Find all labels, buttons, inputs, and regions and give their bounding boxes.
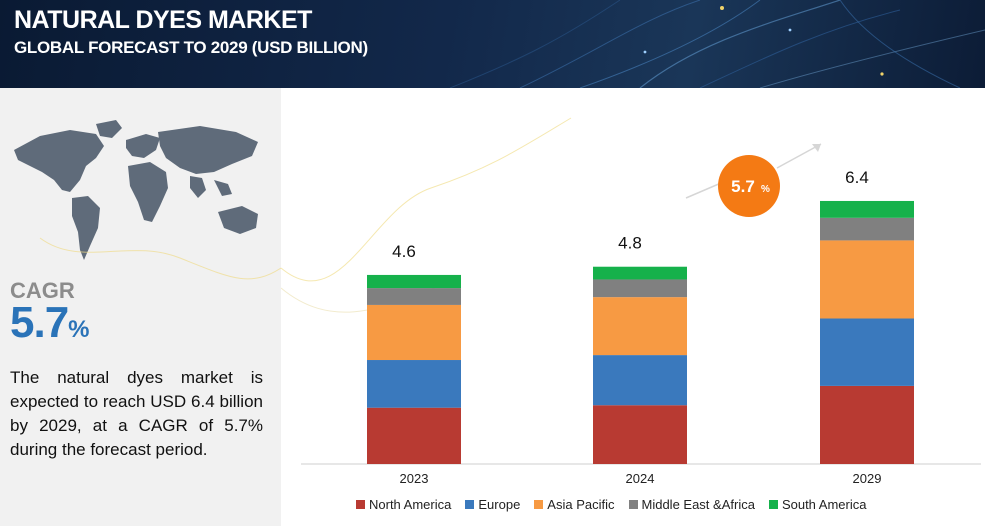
legend-label: South America [781, 497, 867, 512]
world-map-graphic [14, 120, 281, 280]
bar-segment-north-america-2024 [593, 405, 687, 464]
trend-line [685, 182, 722, 199]
x-tick-label-2023: 2023 [400, 471, 429, 486]
legend-label: Europe [478, 497, 521, 512]
bar-segment-asia-pacific-2029 [820, 240, 914, 319]
legend-swatch [465, 500, 475, 509]
bar-segment-north-america-2023 [367, 407, 461, 464]
cagr-badge-value: 5.7 [731, 177, 755, 196]
bar-segment-south-america-2023 [367, 274, 461, 289]
page-subtitle: GLOBAL FORECAST TO 2029 (USD BILLION) [14, 38, 368, 57]
page-title: NATURAL DYES MARKET [14, 6, 312, 34]
x-tick-label-2024: 2024 [626, 471, 655, 486]
cagr-badge-circle [718, 155, 780, 217]
cagr-value: 5.7% [10, 298, 90, 348]
chart-legend: North America Europe Asia Pacific Middle Ea… [356, 497, 880, 512]
legend-label: Middle East &Africa [641, 497, 755, 512]
legend-item: Europe [465, 497, 520, 512]
bar-segment-middle-east-africa-2029 [820, 217, 914, 241]
bar-segment-south-america-2029 [820, 200, 914, 218]
legend-label: Asia Pacific [547, 497, 615, 512]
legend-swatch [356, 500, 365, 509]
legend-swatch [768, 500, 778, 509]
bars-group [367, 200, 914, 464]
x-tick-label-2029: 2029 [853, 471, 882, 486]
legend-item: North America [356, 497, 451, 512]
legend-item: South America [768, 497, 867, 512]
cagr-badge: 5.7 % [718, 155, 780, 217]
market-description: The natural dyes market is expected to r… [10, 368, 263, 459]
bar-segment-south-america-2024 [593, 266, 687, 280]
cagr-unit: % [68, 316, 89, 343]
legend-item: Asia Pacific [534, 497, 615, 512]
cagr-label: CAGR [10, 278, 75, 303]
legend-swatch [628, 500, 638, 509]
bar-total-label-2023: 4.6 [392, 242, 416, 261]
bar-segment-europe-2024 [593, 355, 687, 406]
decorative-curve [281, 117, 572, 282]
labels-group: 4.6 2023 4.8 2024 6.4 2029 [392, 168, 881, 486]
trend-arrowhead [812, 144, 821, 152]
trend-line-2 [776, 143, 822, 169]
stacked-bar-chart: 4.6 2023 4.8 2024 6.4 2029 5.7 % [281, 117, 981, 486]
bar-segment-middle-east-africa-2023 [367, 288, 461, 305]
bar-segment-europe-2029 [820, 318, 914, 386]
bar-segment-asia-pacific-2023 [367, 304, 461, 361]
bar-segment-north-america-2029 [820, 385, 914, 464]
bar-segment-europe-2023 [367, 360, 461, 408]
header-banner: NATURAL DYES MARKET GLOBAL FORECAST TO 2… [0, 0, 985, 88]
bar-segment-asia-pacific-2024 [593, 297, 687, 356]
bar-segment-middle-east-africa-2024 [593, 279, 687, 298]
header-background-graphic [449, 0, 985, 88]
bar-total-label-2029: 6.4 [845, 168, 869, 187]
cagr-badge-unit: % [761, 184, 770, 195]
cagr-number: 5.7 [10, 298, 69, 347]
legend-swatch [534, 500, 544, 509]
legend-item: Middle East &Africa [628, 497, 755, 512]
bar-total-label-2024: 4.8 [618, 234, 642, 253]
summary-panel: CAGR 5.7% The natural dyes market is exp… [0, 88, 281, 526]
legend-label: North America [369, 497, 452, 512]
